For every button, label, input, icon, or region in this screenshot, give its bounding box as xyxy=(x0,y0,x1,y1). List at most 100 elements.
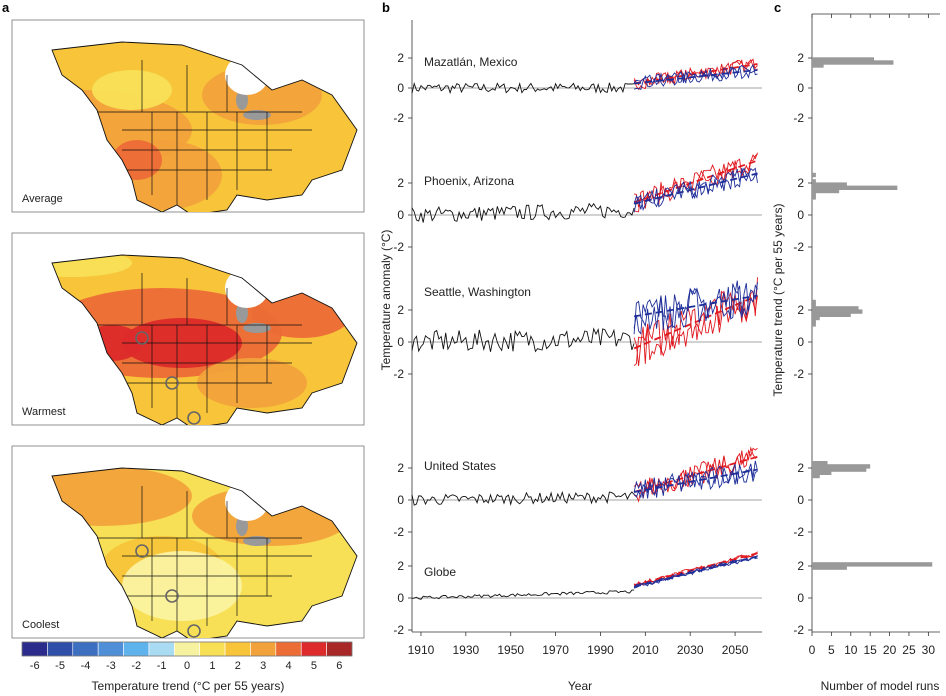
subplot-title: Globe xyxy=(424,565,456,579)
colorbar-tick: -2 xyxy=(131,660,141,672)
x-tick-label: 1910 xyxy=(408,643,435,657)
subplot-title: Seattle, Washington xyxy=(424,285,531,299)
location-marker xyxy=(135,331,149,345)
x-tick-label: 0 xyxy=(809,643,816,657)
coolest-run-trend-line xyxy=(634,69,758,85)
warmest-run-trend-line xyxy=(633,552,758,587)
coolest-run-trend-line xyxy=(633,555,758,588)
observed-series xyxy=(411,202,635,223)
histogram-bar xyxy=(812,57,875,62)
warmest-run-series xyxy=(633,551,758,587)
y-tick-label: 2 xyxy=(797,461,804,475)
coolest-run-series xyxy=(633,167,758,213)
warmest-run-trend-line xyxy=(633,63,758,85)
histogram-bar xyxy=(812,315,820,321)
histogram-bar xyxy=(812,185,898,190)
y-tick-label: -2 xyxy=(793,367,804,381)
histogram-bar xyxy=(812,306,859,311)
y-tick-label: -2 xyxy=(393,525,404,539)
histogram-bar xyxy=(812,60,894,65)
subplot-title: Mazatlán, Mexico xyxy=(424,55,518,69)
x-tick-label: 30 xyxy=(922,643,936,657)
y-tick-label: -2 xyxy=(393,367,404,381)
y-tick-label: 0 xyxy=(397,493,404,507)
x-tick-label: 2050 xyxy=(722,643,749,657)
colorbar-swatch xyxy=(199,641,226,657)
colorbar-swatch xyxy=(275,641,302,657)
y-tick-label: -2 xyxy=(393,111,404,125)
observed-series xyxy=(411,327,635,353)
time-series-panel: 1910 1930 1950 1970 1990 2010 2030 2050 -2 0 2 Maza… xyxy=(393,20,762,657)
colorbar-tick: 3 xyxy=(260,660,266,672)
y-axis-label-b: Temperature anomaly (°C) xyxy=(379,230,393,371)
y-tick-label: 0 xyxy=(797,81,804,95)
panel-letter-b: b xyxy=(382,0,390,15)
colorbar-tick: -3 xyxy=(106,660,116,672)
colorbar-tick: -6 xyxy=(30,660,40,672)
y-tick-label: 2 xyxy=(397,461,404,475)
map-label: Average xyxy=(22,193,63,205)
map-2: Warmest xyxy=(11,232,365,426)
x-tick-label: 20 xyxy=(883,643,897,657)
histogram-bar xyxy=(812,303,816,308)
x-tick-label: 10 xyxy=(844,643,858,657)
colorbar-tick: 2 xyxy=(235,660,241,672)
histogram-3: -2 0 2 xyxy=(793,299,863,381)
subplot-5: -2 0 2 Globe xyxy=(393,551,762,637)
y-tick-label: 2 xyxy=(797,51,804,65)
observed-series xyxy=(411,589,635,600)
colorbar-swatch xyxy=(47,641,74,657)
subplot-2: -2 0 2 Phoenix, Arizona xyxy=(393,152,762,254)
histogram-bar xyxy=(812,565,847,570)
histogram-bar xyxy=(812,319,816,324)
colorbar-tick: 0 xyxy=(184,660,190,672)
colorbar-tick: 1 xyxy=(209,660,215,672)
warmest-run-trend-line xyxy=(633,294,758,350)
panel-letter-a: a xyxy=(2,0,10,15)
y-tick-label: 0 xyxy=(797,208,804,222)
panel-letter-c: c xyxy=(774,0,781,15)
histogram-bar xyxy=(812,473,820,479)
x-tick-label: 1970 xyxy=(542,643,569,657)
histogram-bar xyxy=(812,470,832,475)
y-tick-label: 2 xyxy=(397,303,404,317)
colorbar-swatch xyxy=(250,641,277,657)
colorbar-tick: 5 xyxy=(311,660,317,672)
colorbar-tick: 4 xyxy=(285,660,291,672)
histogram-bar xyxy=(812,464,871,469)
coolest-run-series xyxy=(633,167,758,210)
y-tick-label: 0 xyxy=(797,493,804,507)
colorbar-swatch xyxy=(148,641,175,657)
colorbar-tick: 6 xyxy=(336,660,342,672)
histogram-bar xyxy=(812,467,867,472)
map-label: Warmest xyxy=(22,406,66,418)
subplot-title: Phoenix, Arizona xyxy=(424,174,514,188)
y-tick-label: 0 xyxy=(397,335,404,349)
y-tick-label: -2 xyxy=(793,111,804,125)
colorbar-swatch xyxy=(123,641,150,657)
histogram-bar xyxy=(812,195,816,200)
map-label: Coolest xyxy=(22,619,59,631)
coolest-run-trend-line xyxy=(633,294,758,318)
y-tick-label: 2 xyxy=(797,559,804,573)
coolest-run-series xyxy=(633,464,758,499)
histogram-bar xyxy=(812,322,816,327)
location-marker xyxy=(165,589,179,603)
histogram-bar xyxy=(812,461,828,466)
x-tick-label: 2010 xyxy=(632,643,659,657)
colorbar-tick: -5 xyxy=(55,660,65,672)
y-tick-label: 2 xyxy=(397,176,404,190)
histogram-bar xyxy=(812,63,824,68)
colorbar: -6 -5 -4 -3 -2 -1 0 1 2 3 4 5 6 xyxy=(21,641,353,672)
histogram-5: -2 0 2 xyxy=(793,559,933,637)
histogram-bar xyxy=(812,188,840,194)
y-tick-label: 0 xyxy=(397,591,404,605)
warmest-run-series xyxy=(633,152,758,213)
subplot-3: -2 0 2 Seattle, Washington xyxy=(393,277,762,381)
y-tick-label: -2 xyxy=(393,240,404,254)
histogram-bar xyxy=(812,179,816,184)
y-tick-label: -2 xyxy=(793,240,804,254)
histogram-1: -2 0 2 xyxy=(793,51,894,125)
subplot-4: -2 0 2 United States xyxy=(393,446,762,539)
colorbar-title: Temperature trend (°C per 55 years) xyxy=(92,679,285,693)
